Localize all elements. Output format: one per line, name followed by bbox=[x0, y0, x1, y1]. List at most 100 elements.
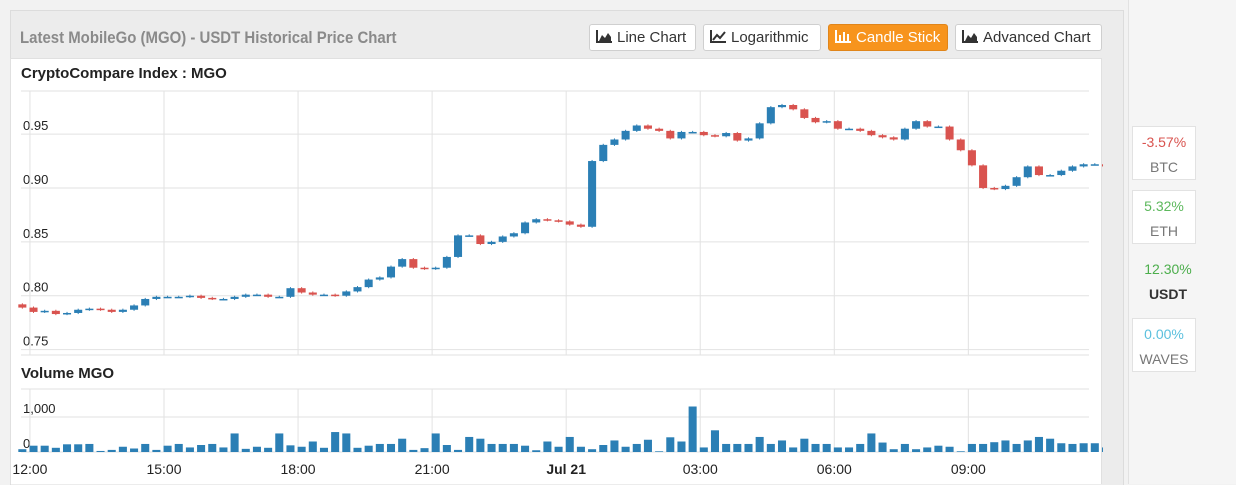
candle bbox=[945, 126, 954, 140]
candle bbox=[409, 259, 418, 268]
coin-change: 12.30% bbox=[1144, 261, 1192, 277]
volume-bar bbox=[96, 450, 105, 452]
coin-waves[interactable]: 0.00% WAVES bbox=[1132, 318, 1196, 372]
candle bbox=[40, 310, 49, 313]
x-tick-label: 03:00 bbox=[683, 461, 718, 477]
candle bbox=[856, 128, 865, 131]
candle bbox=[789, 105, 798, 110]
coin-btc[interactable]: -3.57% BTC bbox=[1132, 126, 1196, 180]
price-chart[interactable]: CryptoCompare Index : MGO Volume MGO 0.95 0… bbox=[11, 59, 1103, 485]
volume-bar bbox=[599, 445, 608, 452]
volume-bar bbox=[442, 445, 451, 452]
volume-bar bbox=[967, 443, 976, 452]
volume-bar bbox=[152, 449, 161, 452]
volume-tick-label: 1,000 bbox=[23, 401, 56, 416]
logarithmic-button[interactable]: Logarithmic bbox=[703, 24, 821, 51]
chart-area: CryptoCompare Index : MGO Volume MGO 0.95 0… bbox=[10, 58, 1103, 485]
candle bbox=[364, 279, 373, 288]
candle bbox=[621, 130, 630, 140]
logarithmic-button-label: Logarithmic bbox=[731, 29, 809, 46]
candle bbox=[1057, 170, 1066, 176]
candle bbox=[777, 105, 787, 108]
volume-bar bbox=[264, 447, 273, 452]
candle bbox=[74, 309, 83, 313]
candle bbox=[1090, 164, 1099, 166]
candle bbox=[722, 133, 731, 137]
volume-bar bbox=[610, 440, 619, 452]
coin-change: 5.32% bbox=[1144, 198, 1184, 214]
coin-symbol: ETH bbox=[1150, 223, 1178, 239]
volume-bar bbox=[889, 449, 898, 452]
volume-bar bbox=[1090, 443, 1099, 452]
candle bbox=[532, 219, 541, 223]
volume-chart-title: Volume MGO bbox=[21, 365, 114, 382]
candle bbox=[990, 187, 999, 190]
volume-bar bbox=[476, 438, 485, 452]
candle bbox=[521, 222, 530, 234]
candle bbox=[1101, 164, 1103, 167]
volume-bar bbox=[230, 433, 239, 452]
candle bbox=[208, 297, 217, 300]
volume-bar bbox=[621, 446, 630, 452]
x-tick-label: 21:00 bbox=[415, 461, 450, 477]
volume-bar bbox=[509, 443, 518, 452]
price-tick-label: 0.80 bbox=[23, 280, 48, 295]
volume-bar bbox=[1012, 443, 1021, 452]
candle bbox=[465, 235, 474, 237]
volume-bar bbox=[934, 445, 943, 452]
candle bbox=[118, 309, 127, 312]
volume-bar bbox=[1023, 440, 1032, 452]
candle bbox=[912, 121, 921, 129]
candle-stick-button[interactable]: Candle Stick bbox=[828, 24, 948, 51]
volume-bar bbox=[655, 451, 664, 452]
volume-bar bbox=[677, 441, 686, 452]
candle-stick-button-label: Candle Stick bbox=[856, 29, 941, 46]
candle bbox=[554, 220, 563, 222]
volume-bar bbox=[297, 446, 306, 452]
coin-eth[interactable]: 5.32% ETH bbox=[1132, 190, 1196, 244]
price-chart-title: CryptoCompare Index : MGO bbox=[21, 65, 227, 82]
line-chart-button[interactable]: Line Chart bbox=[589, 24, 696, 51]
candle bbox=[342, 291, 351, 296]
volume-bar bbox=[18, 449, 27, 452]
volume-bar bbox=[1101, 447, 1103, 452]
volume-bar bbox=[409, 449, 418, 452]
candle bbox=[107, 309, 116, 312]
volume-bar bbox=[208, 443, 217, 452]
advanced-chart-button[interactable]: Advanced Chart bbox=[955, 24, 1102, 51]
x-tick-label: 06:00 bbox=[817, 461, 852, 477]
volume-bar bbox=[845, 447, 854, 452]
candle bbox=[174, 296, 183, 299]
candle bbox=[197, 295, 206, 298]
volume-bar bbox=[565, 436, 574, 452]
candle bbox=[1068, 166, 1077, 171]
volume-bar bbox=[275, 433, 284, 452]
candle bbox=[1034, 166, 1043, 176]
volume-bar bbox=[331, 432, 340, 452]
volume-bar bbox=[118, 446, 127, 452]
candle bbox=[264, 294, 273, 297]
volume-bar bbox=[219, 447, 228, 452]
volume-bar bbox=[699, 447, 708, 452]
coin-change: 0.00% bbox=[1144, 326, 1184, 342]
page-title: Latest MobileGo (MGO) - USDT Historical … bbox=[20, 28, 397, 47]
volume-bar bbox=[1068, 443, 1077, 452]
candle bbox=[934, 126, 943, 129]
candle bbox=[353, 287, 362, 292]
volume-bar bbox=[375, 443, 384, 452]
volume-bar bbox=[789, 447, 798, 452]
volume-bar bbox=[63, 444, 72, 452]
volume-bar bbox=[51, 447, 60, 452]
price-tick-label: 0.75 bbox=[23, 334, 48, 349]
volume-bar bbox=[632, 443, 641, 452]
volume-bar bbox=[744, 443, 753, 452]
volume-bar bbox=[398, 438, 407, 452]
volume-bar bbox=[990, 442, 999, 452]
volume-bar bbox=[521, 445, 530, 452]
volume-bar bbox=[688, 406, 697, 452]
volume-bar bbox=[800, 438, 809, 452]
candle bbox=[655, 128, 664, 131]
candle bbox=[152, 296, 161, 299]
coin-usdt[interactable]: 12.30% USDT bbox=[1128, 254, 1208, 308]
candle bbox=[29, 307, 38, 312]
